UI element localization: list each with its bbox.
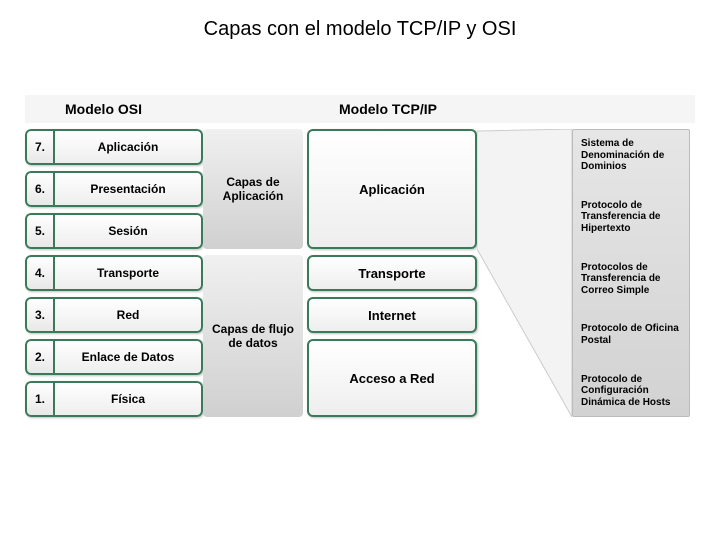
osi-layer-name: Física [53,381,203,417]
osi-layer-name: Red [53,297,203,333]
group-application: Capas de Aplicación [203,129,303,249]
header-tcpip: Modelo TCP/IP [303,95,473,123]
osi-layer-num: 2. [25,339,53,375]
osi-layer-name: Sesión [53,213,203,249]
headers-row: Modelo OSI Modelo TCP/IP [25,95,695,123]
osi-layer-name: Enlace de Datos [53,339,203,375]
osi-layer-num: 7. [25,129,53,165]
header-osi: Modelo OSI [25,95,203,123]
protocol-item: Protocolo de Configuración Dinámica de H… [581,374,681,409]
header-gap-right [473,95,695,123]
osi-layer-num: 5. [25,213,53,249]
tcpip-layer-internet: Internet [307,297,477,333]
header-gap [203,95,303,123]
group-dataflow: Capas de flujo de datos [203,255,303,417]
osi-layer-name: Aplicación [53,129,203,165]
protocol-item: Protocolo de Oficina Postal [581,323,681,346]
diagram-container: Modelo OSI Modelo TCP/IP 7. Aplicación 6… [25,95,695,417]
wedge-column [477,129,572,417]
osi-layer-num: 1. [25,381,53,417]
tcpip-layer-application: Aplicación [307,129,477,249]
osi-layer-5: 5. Sesión [25,213,203,249]
osi-layer-num: 3. [25,297,53,333]
tcpip-column: Aplicación Transporte Internet Acceso a … [307,129,477,417]
osi-layer-num: 6. [25,171,53,207]
protocol-item: Sistema de Denominación de Dominios [581,138,681,173]
body-row: 7. Aplicación 6. Presentación 5. Sesión … [25,129,695,417]
osi-layer-7: 7. Aplicación [25,129,203,165]
osi-layer-num: 4. [25,255,53,291]
osi-layer-4: 4. Transporte [25,255,203,291]
page-title: Capas con el modelo TCP/IP y OSI [0,0,720,77]
osi-layer-6: 6. Presentación [25,171,203,207]
protocol-item: Protocolo de Transferencia de Hipertexto [581,200,681,235]
osi-column: 7. Aplicación 6. Presentación 5. Sesión … [25,129,203,417]
osi-layer-2: 2. Enlace de Datos [25,339,203,375]
tcpip-layer-network-access: Acceso a Red [307,339,477,417]
osi-layer-name: Presentación [53,171,203,207]
protocols-column: Sistema de Denominación de Dominios Prot… [572,129,690,417]
group-column: Capas de Aplicación Capas de flujo de da… [203,129,303,417]
osi-layer-3: 3. Red [25,297,203,333]
wedge-svg [477,129,572,417]
protocol-item: Protocolos de Transferencia de Correo Si… [581,262,681,297]
osi-layer-1: 1. Física [25,381,203,417]
tcpip-layer-transport: Transporte [307,255,477,291]
osi-layer-name: Transporte [53,255,203,291]
